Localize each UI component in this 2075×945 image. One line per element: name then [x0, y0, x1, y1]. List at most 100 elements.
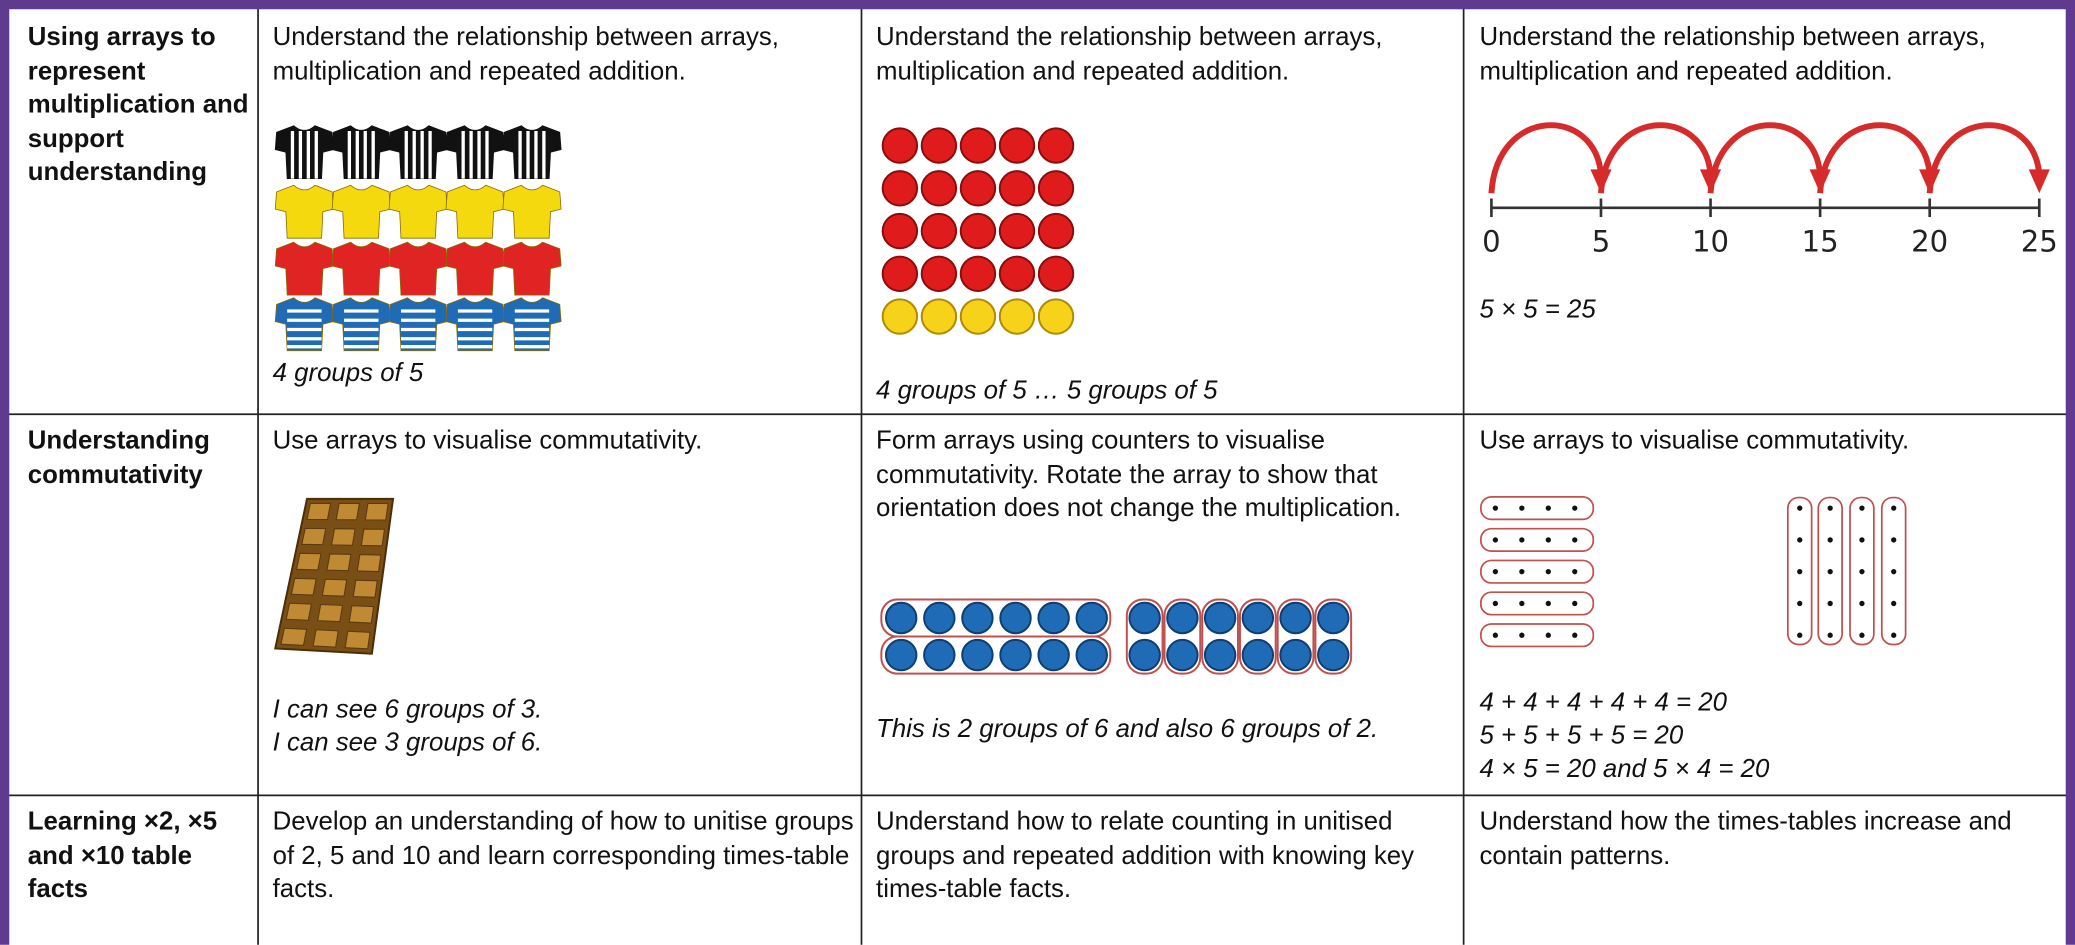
chocolate-piece: [352, 579, 378, 598]
counter: [959, 127, 997, 164]
dot: [1545, 505, 1551, 511]
chocolate-piece: [290, 577, 317, 596]
counter: [1128, 601, 1161, 635]
counter: [920, 212, 958, 250]
jump-arrow: [2028, 169, 2050, 194]
chocolate-piece: [335, 502, 360, 521]
dot: [1492, 600, 1499, 607]
counter: [998, 255, 1036, 292]
caption: 4 + 4 + 4 + 4 + 4 = 20: [1479, 688, 1728, 718]
counter: [1203, 601, 1237, 635]
dot: [1572, 569, 1578, 575]
shirt-body: [388, 125, 448, 180]
chocolate-piece: [306, 502, 332, 521]
counter: [959, 298, 997, 335]
chocolate-piece: [321, 578, 348, 597]
shirt-body: [445, 241, 505, 296]
shirt-body: [331, 297, 391, 352]
caption: This is 2 groups of 6 and also 6 groups …: [876, 714, 1379, 744]
chocolate-piece: [285, 602, 312, 621]
dot: [1492, 569, 1499, 575]
dot: [1519, 537, 1525, 543]
counter: [881, 212, 919, 250]
shirt-body: [388, 241, 448, 296]
group-outline: [1238, 598, 1277, 675]
shirt-body: [445, 297, 505, 352]
shirt: [502, 184, 562, 239]
counter: [1037, 601, 1070, 635]
cell-text: Use arrays to visualise commutativity.: [1479, 426, 1910, 456]
counter: [1128, 638, 1161, 672]
shirt: [331, 297, 391, 352]
counter: [1037, 127, 1075, 164]
counter: [923, 638, 956, 672]
dot: [1859, 537, 1865, 543]
group-outline: [1817, 496, 1843, 646]
number-label: 5: [1592, 224, 1611, 258]
shirt: [331, 184, 391, 239]
group-outline: [1786, 496, 1813, 646]
dot: [1572, 600, 1578, 607]
number-label: 10: [1692, 224, 1729, 258]
counter: [881, 170, 919, 207]
shirt: [502, 297, 562, 352]
counter: [1166, 638, 1199, 672]
group-outline: [1880, 496, 1907, 646]
caption: I can see 3 groups of 6.: [272, 727, 543, 757]
shirt-body: [502, 241, 562, 296]
counter: [1166, 601, 1199, 635]
cell-text: Form arrays using counters to visualise …: [876, 426, 1402, 523]
dot: [1492, 537, 1499, 543]
shirt: [445, 184, 505, 239]
chocolate-piece: [326, 553, 352, 572]
chocolate-piece: [330, 528, 356, 546]
counter: [881, 127, 919, 164]
dot: [1797, 600, 1803, 607]
row-heading: Learning ×2, ×5 and ×10 table facts: [27, 807, 218, 904]
counter: [1037, 638, 1070, 672]
cell-text: Use arrays to visualise commutativity.: [272, 426, 703, 456]
counter: [1317, 601, 1350, 635]
shirt-body: [502, 184, 562, 239]
caption: 4 groups of 5 … 5 groups of 5: [876, 375, 1218, 405]
shirt: [274, 241, 334, 296]
shirt-body: [502, 125, 562, 180]
counter: [881, 298, 919, 335]
counter: [998, 170, 1036, 207]
row-heading: Understanding commutativity: [27, 426, 210, 489]
cell-text: Understand how to relate counting in uni…: [876, 807, 1415, 904]
counter: [999, 638, 1032, 672]
dot: [1859, 569, 1865, 575]
dot: [1827, 505, 1833, 511]
dot: [1859, 600, 1865, 607]
counter: [1317, 638, 1350, 672]
counter: [1279, 601, 1312, 635]
dot: [1492, 505, 1499, 511]
shirt-body: [445, 125, 505, 180]
counter: [998, 127, 1036, 164]
chocolate-piece: [348, 605, 375, 624]
jump-arc: [1707, 122, 1824, 194]
dot: [1519, 632, 1525, 638]
shirt: [388, 125, 448, 180]
jump-arc: [1817, 122, 1933, 194]
counter: [1075, 638, 1108, 672]
dot: [1545, 537, 1551, 543]
chocolate-piece: [317, 603, 344, 623]
dot: [1827, 632, 1833, 638]
dot: [1492, 632, 1499, 638]
shirt: [502, 125, 562, 180]
cell-text: Develop an understanding of how to uniti…: [272, 807, 854, 904]
caption: 4 groups of 5: [272, 358, 424, 388]
shirt: [502, 241, 562, 296]
number-label: 0: [1482, 224, 1501, 258]
shirt: [388, 184, 448, 239]
dot: [1545, 569, 1551, 575]
dot: [1572, 505, 1578, 511]
counter: [1241, 601, 1275, 635]
dot: [1797, 569, 1803, 575]
counter: [959, 255, 997, 292]
chocolate-piece: [344, 630, 371, 650]
counter: [959, 170, 997, 207]
